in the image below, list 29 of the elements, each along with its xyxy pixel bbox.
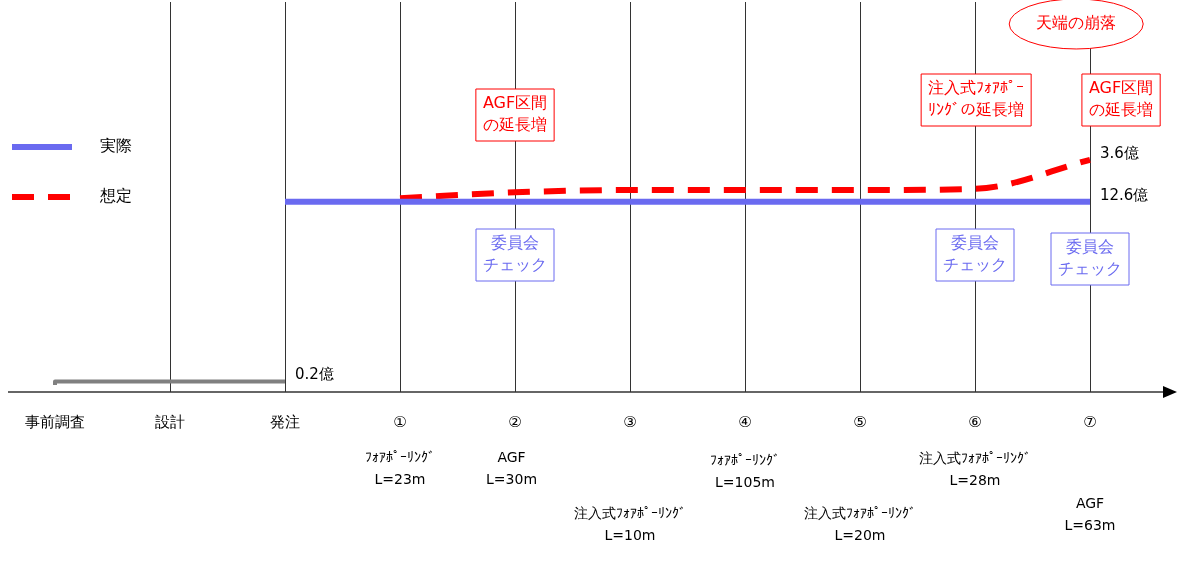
legend-label: 想定	[99, 186, 132, 206]
text: AGF L=63m	[1064, 494, 1116, 533]
annotation: 委員会チェック	[1058, 237, 1122, 279]
x-tick-label: ③	[623, 412, 637, 431]
annotation: 0.2億	[295, 365, 334, 384]
text: ﾌｫｱﾎﾟｰﾘﾝｸﾞ L=23m	[365, 448, 435, 487]
text: 天端の崩落	[1036, 13, 1117, 33]
annotation: 委員会チェック	[943, 233, 1007, 275]
text: AGF L=30m	[486, 448, 538, 487]
annotation: 3.6億	[1100, 143, 1139, 162]
annotation: 委員会チェック	[483, 233, 547, 275]
x-tick-label: ④	[738, 412, 752, 431]
annotation: 12.6億	[1100, 185, 1149, 204]
x-tick-label: 発注	[270, 412, 300, 431]
text: 注入式ﾌｫｱﾎﾟｰﾘﾝｸﾞの延長増	[928, 78, 1025, 120]
x-tick-label: 事前調査	[25, 412, 85, 431]
x-tick-label: 設計	[155, 412, 185, 431]
text: AGF区間の延長増	[482, 93, 548, 135]
text: ﾌｫｱﾎﾟｰﾘﾝｸﾞ L=105m	[710, 451, 780, 490]
x-tick-label: ②	[508, 412, 522, 431]
x-tick-label: ⑥	[968, 412, 982, 431]
text: 注入式ﾌｫｱﾎﾟｰﾘﾝｸﾞ L=10m	[574, 504, 686, 543]
text: AGF区間の延長増	[1088, 78, 1154, 120]
x-tick-label: ①	[393, 412, 407, 431]
x-tick-label: ⑦	[1083, 412, 1097, 431]
x-tick-label: ⑤	[853, 412, 867, 431]
legend-label: 実際	[100, 136, 132, 156]
text: 注入式ﾌｫｱﾎﾟｰﾘﾝｸﾞ L=20m	[804, 504, 916, 543]
text: 注入式ﾌｫｱﾎﾟｰﾘﾝｸﾞ L=28m	[919, 449, 1031, 488]
